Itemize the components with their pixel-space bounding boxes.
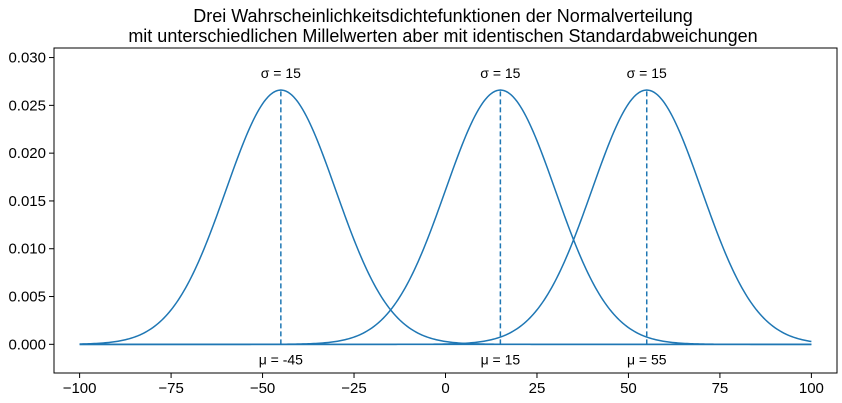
mu-label: μ = -45 [259,351,303,367]
density-curve [79,89,812,346]
x-tick-label: −50 [250,380,275,397]
x-tick-label: 75 [712,380,729,397]
sigma-label: σ = 15 [261,65,301,81]
y-tick-label: 0.025 [8,97,46,114]
sigma-label: σ = 15 [627,65,667,81]
x-tick-label: 25 [529,380,546,397]
sigma-label: σ = 15 [480,65,520,81]
x-tick-label: −100 [63,380,97,397]
x-tick-label: −75 [158,380,183,397]
chart-subtitle: mit unterschiedlichen Millelwerten aber … [128,26,757,46]
x-tick-label: 100 [799,380,824,397]
x-tick-label: −25 [341,380,366,397]
mu-label: μ = 55 [627,351,667,367]
plot-area [53,47,838,374]
x-tick-label: 0 [441,380,449,397]
density-curve [79,89,812,346]
density-curve [79,89,812,346]
y-tick-label: 0.015 [8,193,46,210]
y-tick-label: 0.030 [8,50,46,67]
y-tick-label: 0.020 [8,145,46,162]
y-tick-label: 0.005 [8,289,46,306]
y-tick-label: 0.010 [8,241,46,258]
mu-label: μ = 15 [481,351,521,367]
x-tick-label: 50 [620,380,637,397]
chart-title: Drei Wahrscheinlichkeitsdichtefunktionen… [193,6,693,26]
y-tick-label: 0.000 [8,336,46,353]
